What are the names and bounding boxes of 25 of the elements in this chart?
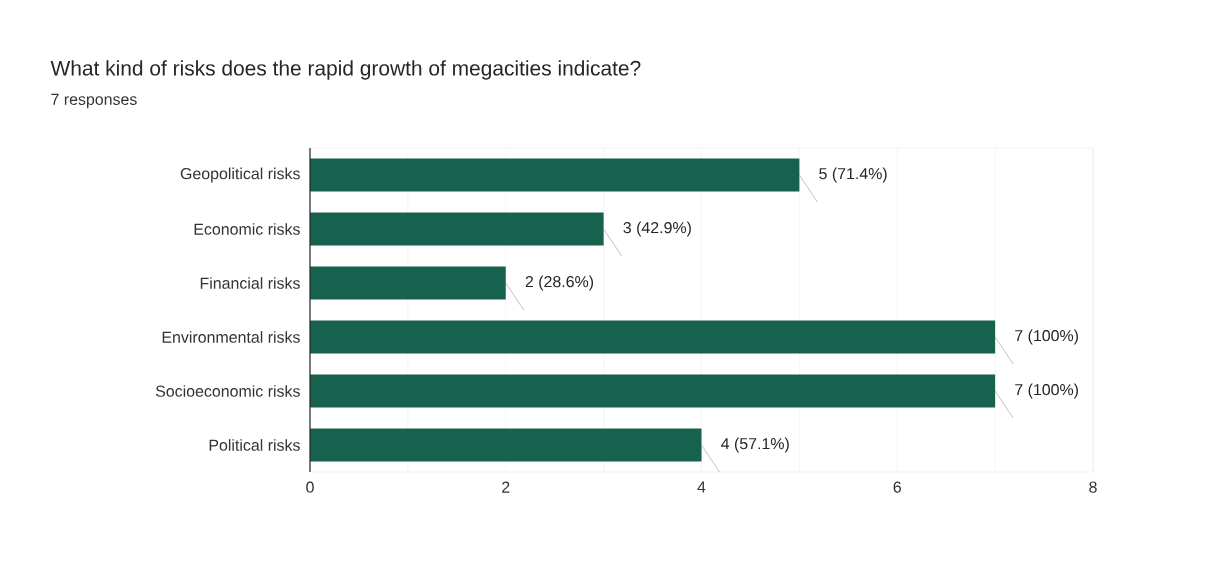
- x-tick-label: 6: [893, 481, 901, 493]
- bar: [310, 212, 604, 246]
- text: 7 responses: [51, 93, 137, 109]
- x-tick-label: 4: [697, 481, 706, 493]
- data-label: 7 (100%): [1015, 329, 1078, 345]
- bar: [310, 158, 800, 192]
- bar: [310, 374, 996, 408]
- y-tick-label: Environmental risks: [162, 331, 300, 343]
- x-tick-label: 0: [306, 481, 314, 493]
- chart-title: What kind of risks does the rapid growth of megacities indicate?: [50, 60, 641, 80]
- data-label: 2 (28.6%): [525, 275, 594, 291]
- y-tick-label: Political risks: [209, 439, 300, 451]
- bar: [310, 428, 702, 462]
- data-label: 4 (57.1%): [721, 437, 789, 453]
- y-tick-label: Geopolitical risks: [180, 167, 300, 183]
- x-tick-label: 2: [502, 481, 510, 493]
- data-label: 3 (42.9%): [623, 221, 691, 237]
- y-tick-label: Economic risks: [194, 223, 300, 235]
- data-label: 5 (71.4%): [819, 167, 887, 183]
- data-label: 7 (100%): [1015, 383, 1078, 399]
- bar: [310, 320, 996, 354]
- y-tick-label: Financial risks: [200, 277, 300, 289]
- bar: [310, 266, 506, 300]
- y-tick-label: Socioeconomic risks: [155, 385, 300, 397]
- x-tick-label: 8: [1089, 481, 1097, 493]
